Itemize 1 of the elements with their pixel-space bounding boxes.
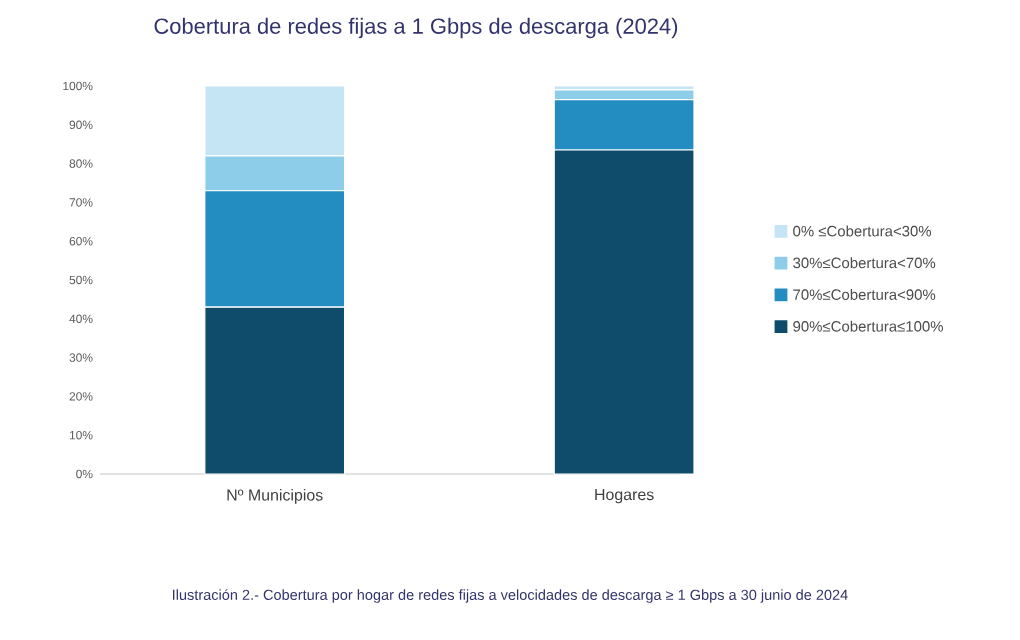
chart-title: Cobertura de redes fijas a 1 Gbps de descarga (2024) <box>154 17 678 39</box>
